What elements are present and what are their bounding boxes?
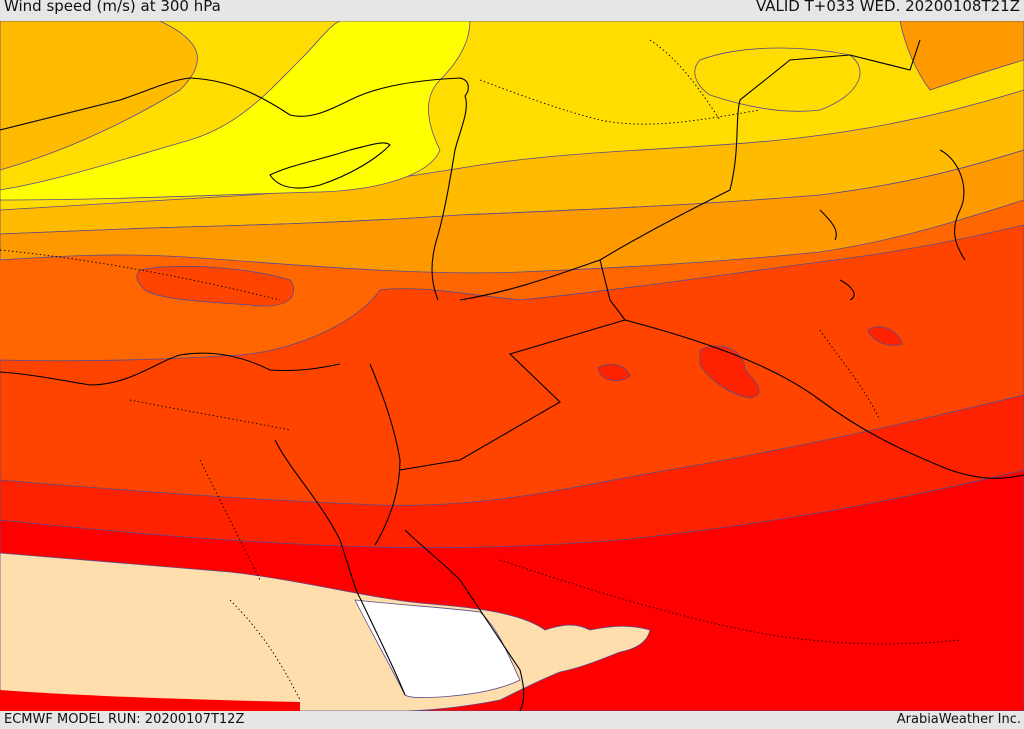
- wind-blob-west: [136, 265, 294, 307]
- map-footer: ECMWF MODEL RUN: 20200107T12Z ArabiaWeat…: [0, 711, 1024, 729]
- wind-band-white: [354, 599, 521, 698]
- regional-borders: [0, 39, 961, 701]
- wind-band-red-south: [0, 690, 300, 711]
- wind-blob-east-1: [699, 345, 760, 399]
- wind-blob-east-2: [597, 363, 631, 382]
- map-canvas: [0, 21, 1024, 711]
- model-run: ECMWF MODEL RUN: 20200107T12Z: [4, 712, 245, 727]
- credit: ArabiaWeather Inc.: [896, 712, 1021, 727]
- wind-speed-map: [0, 21, 1024, 711]
- wind-band-orange-east: [899, 21, 1024, 91]
- wind-band-yellow: [0, 21, 471, 201]
- valid-time: VALID T+033 WED. 20200108T21Z: [755, 0, 1020, 15]
- map-header: Wind speed (m/s) at 300 hPa VALID T+033 …: [0, 0, 1024, 21]
- country-borders: [0, 39, 1024, 711]
- wind-band-amber-east: [694, 47, 861, 112]
- map-title: Wind speed (m/s) at 300 hPa: [4, 0, 221, 15]
- wind-blob-east-3: [867, 326, 903, 346]
